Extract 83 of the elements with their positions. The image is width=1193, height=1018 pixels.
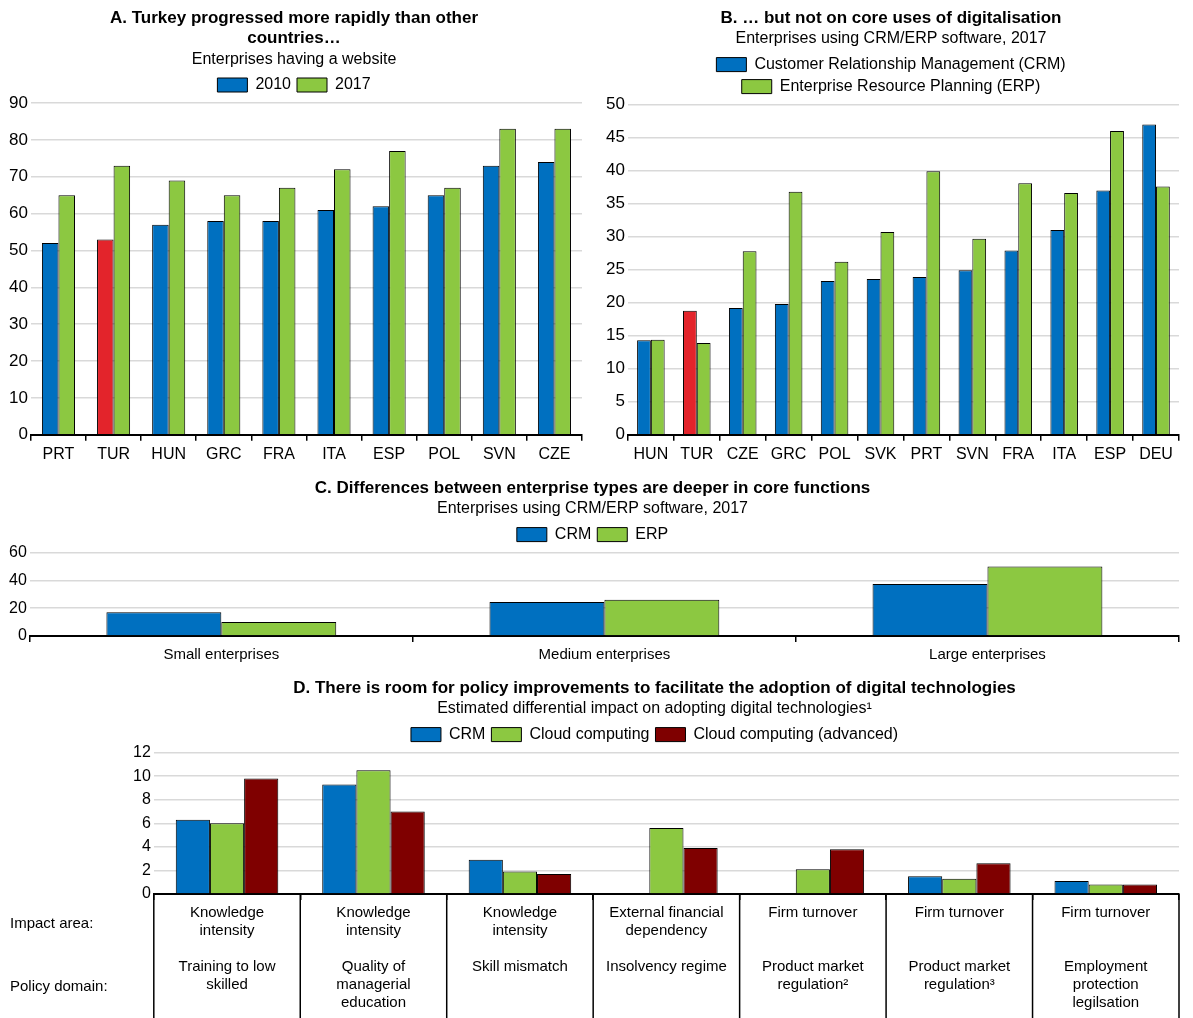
x-tick-label: SVN (482, 444, 516, 462)
legend-label: Cloud computing (advanced) (693, 725, 899, 743)
y-tick-label: 30 (8, 313, 28, 333)
y-tick-label: 0 (141, 884, 151, 902)
category-label: External financial dependency Insolvency regime (605, 903, 727, 975)
y-tick-label: 50 (605, 94, 625, 114)
x-tick-label: PRT (42, 444, 75, 462)
x-tick-label: FRA (262, 444, 296, 462)
y-tick-label: 20 (605, 292, 625, 312)
legend-label: CRM (448, 725, 486, 743)
x-tick-label: TUR (97, 444, 131, 462)
y-tick-label: 12 (133, 743, 151, 761)
x-tick-label: HUN (633, 444, 669, 462)
x-tick-label: ESP (1094, 444, 1127, 462)
y-tick-label: 5 (615, 391, 625, 411)
x-tick-label: Small enterprises (163, 645, 280, 663)
x-tick-label: DEU (1139, 444, 1173, 462)
x-tick-label: PRT (910, 444, 943, 462)
legend-label: 2017 (335, 75, 371, 93)
legend-label: CRM (554, 525, 592, 543)
y-tick-label: 6 (141, 813, 151, 831)
x-tick-label: HUN (151, 444, 187, 462)
y-tick-label: 0 (18, 424, 28, 444)
legend-label: Cloud computing (529, 725, 650, 743)
legend-label: Enterprise Resource Planning (ERP) (779, 77, 1041, 95)
x-tick-label: Medium enterprises (538, 645, 671, 663)
chart-subtitle: Enterprises using CRM/ERP software, 2017 (735, 29, 1047, 47)
y-tick-label: 50 (8, 240, 28, 260)
y-tick-label: 80 (8, 129, 28, 149)
category-label: Firm turnover Product market regulation³ (908, 903, 1011, 993)
x-tick-label: FRA (1002, 444, 1035, 462)
y-tick-label: 40 (605, 160, 625, 180)
category-label: Firm turnover Product market regulation² (762, 903, 864, 993)
y-tick-label: 4 (141, 837, 151, 855)
x-tick-label: GRC (770, 444, 807, 462)
y-tick-label: 40 (9, 570, 27, 588)
legend-label: ERP (635, 525, 669, 543)
category-label: Knowledge intensity Training to low skilled (178, 903, 276, 993)
y-tick-label: 2 (141, 860, 151, 878)
x-tick-label: SVN (955, 444, 989, 462)
text: Policy domain: (10, 977, 108, 995)
y-tick-label: 10 (133, 766, 151, 784)
y-tick-label: 30 (605, 226, 625, 246)
x-tick-label: POL (818, 444, 851, 462)
x-tick-label: Large enterprises (929, 645, 1046, 663)
category-label: Knowledge intensity Quality of managerial education (336, 903, 411, 1011)
y-tick-label: 45 (605, 127, 625, 147)
chart-title: B. … but not on core uses of digitalisation (720, 7, 1062, 27)
x-tick-label: ITA (1052, 444, 1077, 462)
x-tick-label: POL (428, 444, 461, 462)
y-tick-label: 35 (605, 193, 625, 213)
x-tick-label: GRC (206, 444, 242, 462)
chart-subtitle: Enterprises using CRM/ERP software, 2017 (437, 499, 749, 517)
y-tick-label: 25 (605, 259, 625, 279)
chart-title: A. Turkey progressed more rapidly than other countries… (109, 7, 479, 48)
y-tick-label: 90 (8, 92, 28, 112)
y-tick-label: 20 (8, 350, 28, 370)
y-tick-label: 10 (605, 358, 625, 378)
chart-subtitle: Estimated differential impact on adopting digital technologies¹ (437, 699, 872, 717)
y-tick-label: 0 (615, 424, 625, 444)
y-tick-label: 70 (8, 166, 28, 186)
y-tick-label: 0 (17, 626, 27, 644)
text: Impact area: (10, 914, 94, 932)
y-tick-label: 15 (605, 325, 625, 345)
x-tick-label: SVK (864, 444, 897, 462)
y-tick-label: 8 (141, 790, 151, 808)
category-label: Firm turnover Employment protection legilsation (1061, 903, 1151, 1011)
x-tick-label: ESP (373, 444, 406, 462)
legend-label: Customer Relationship Management (CRM) (754, 55, 1066, 73)
x-tick-label: TUR (680, 444, 714, 462)
y-tick-label: 20 (9, 598, 27, 616)
y-tick-label: 60 (8, 203, 28, 223)
chart-title: D. There is room for policy improvements to facilitate the adoption of digital technologies (293, 677, 1016, 697)
x-tick-label: CZE (726, 444, 759, 462)
chart-title: C. Differences between enterprise types are deeper in core functions (314, 477, 871, 497)
chart-subtitle: Enterprises having a website (191, 49, 397, 67)
x-tick-label: CZE (538, 444, 571, 462)
y-tick-label: 60 (9, 543, 27, 561)
x-tick-label: ITA (322, 444, 347, 462)
y-tick-label: 40 (8, 277, 28, 297)
legend-label: 2010 (255, 75, 292, 93)
category-label: Knowledge intensity Skill mismatch (472, 903, 568, 975)
y-tick-label: 10 (8, 387, 28, 407)
